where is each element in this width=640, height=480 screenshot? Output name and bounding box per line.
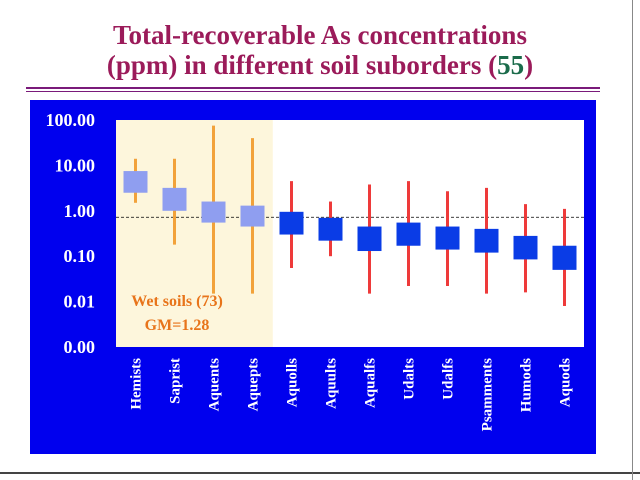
y-tick-label: 10.00 bbox=[55, 155, 96, 175]
x-tick-label: Hemists bbox=[129, 358, 145, 410]
title-line-1: Total-recoverable As concentrations bbox=[113, 20, 527, 50]
title-line-2: (ppm) in different soil suborders (55) bbox=[0, 50, 640, 80]
title-rule-bottom bbox=[26, 91, 600, 92]
x-tick-label: Humods bbox=[519, 358, 535, 412]
y-tick-label: 0.01 bbox=[64, 292, 96, 312]
x-tick-label: Aqualfs bbox=[363, 358, 379, 408]
title-sample-count: 55 bbox=[497, 50, 525, 80]
title-line-2-suffix: ) bbox=[524, 50, 534, 80]
box bbox=[513, 235, 538, 260]
box bbox=[318, 217, 343, 241]
box bbox=[201, 201, 226, 223]
x-tick-label: Aquults bbox=[324, 358, 340, 409]
x-tick-label: Aquents bbox=[207, 358, 223, 412]
x-axis-ticks: Hemists Saprist Aquents Aquepts Aquolls Aquul… bbox=[129, 358, 574, 431]
x-tick-label: Aquods bbox=[558, 358, 574, 407]
y-tick-label: 100.00 bbox=[46, 110, 96, 130]
box bbox=[396, 222, 421, 246]
geometric-mean-label: GM=1.28 bbox=[145, 317, 210, 334]
box bbox=[162, 187, 187, 211]
box bbox=[435, 226, 460, 250]
slide-bottom-border bbox=[0, 472, 640, 474]
x-tick-label: Udalts bbox=[402, 358, 418, 400]
box bbox=[240, 205, 265, 227]
x-tick-label: Udalfs bbox=[441, 358, 457, 400]
y-tick-label: 1.00 bbox=[64, 201, 96, 221]
wet-soils-region bbox=[116, 120, 273, 347]
box bbox=[552, 245, 577, 270]
x-tick-label: Aquepts bbox=[246, 358, 262, 412]
box bbox=[123, 171, 148, 193]
box bbox=[474, 228, 499, 253]
y-axis-ticks: 100.00 10.00 1.00 0.10 0.01 0.00 bbox=[46, 110, 96, 357]
y-tick-label: 0.10 bbox=[64, 246, 96, 266]
box-group bbox=[123, 125, 577, 306]
x-tick-label: Aquolls bbox=[285, 358, 301, 407]
title-line-2-prefix: (ppm) in different soil suborders ( bbox=[106, 50, 498, 80]
wet-soils-label: Wet soils (73) bbox=[131, 293, 223, 310]
slide-title: Total-recoverable As concentrations (ppm… bbox=[0, 20, 640, 80]
box bbox=[279, 211, 304, 235]
x-tick-label: Saprist bbox=[168, 358, 184, 404]
box bbox=[357, 226, 382, 252]
title-rule-top bbox=[26, 87, 600, 89]
x-tick-label: Psamments bbox=[480, 358, 496, 431]
slide-right-border bbox=[632, 0, 633, 480]
y-tick-label: 0.00 bbox=[64, 337, 96, 357]
